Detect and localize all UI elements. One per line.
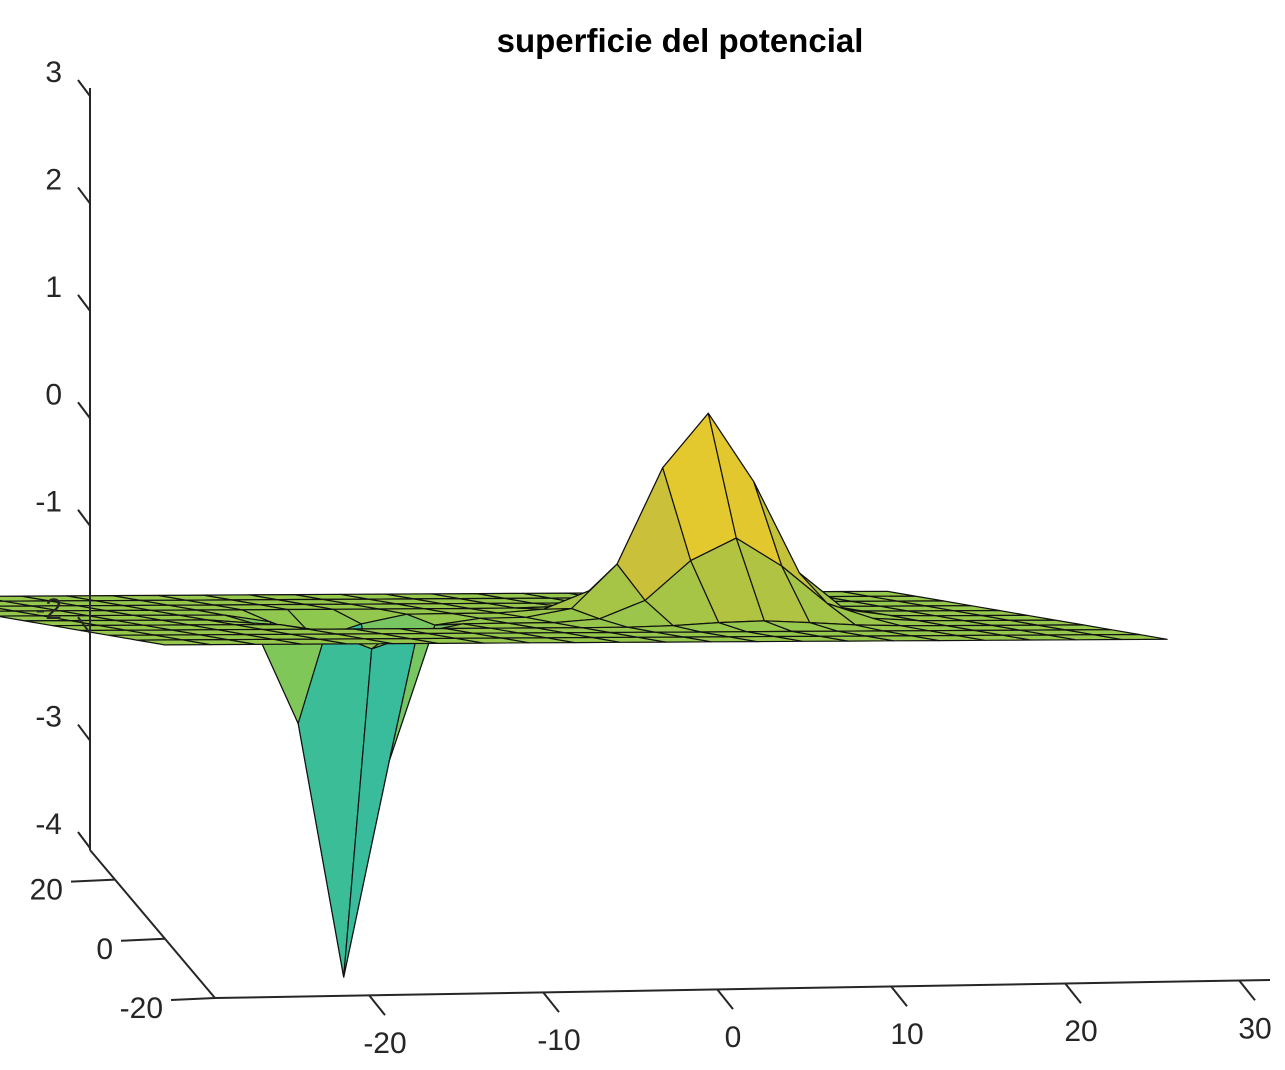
x-tick xyxy=(1064,982,1082,1004)
x-tick-label: 30 xyxy=(1238,1012,1271,1045)
surface-facet xyxy=(1092,633,1168,641)
z-tick-label: -3 xyxy=(35,701,62,734)
z-tick xyxy=(77,831,91,849)
z-tick xyxy=(77,723,91,742)
z-tick xyxy=(77,186,91,205)
z-tick-label: 2 xyxy=(45,163,62,196)
x-tick xyxy=(542,991,560,1013)
z-tick-label: 1 xyxy=(45,271,62,304)
z-tick-label: -4 xyxy=(35,808,62,841)
x-tick xyxy=(890,985,908,1007)
z-tick-label: 0 xyxy=(45,378,62,411)
z-tick xyxy=(77,509,91,527)
surface-layer xyxy=(0,412,1168,978)
x-tick-label: 0 xyxy=(725,1021,742,1054)
chart-title: superficie del potencial xyxy=(497,22,864,59)
y-axis-line xyxy=(89,849,216,999)
z-tick xyxy=(77,79,91,97)
z-tick xyxy=(77,616,91,634)
z-tick xyxy=(77,294,91,312)
x-tick-label: -20 xyxy=(363,1027,406,1060)
x-tick xyxy=(1238,979,1256,1001)
x-tick-label: -10 xyxy=(537,1024,580,1057)
x-tick xyxy=(368,994,386,1016)
x-tick-label: 20 xyxy=(1064,1015,1097,1048)
y-tick xyxy=(120,937,166,942)
z-tick xyxy=(77,401,91,419)
x-axis-line xyxy=(214,979,1271,999)
x-tick-label: 10 xyxy=(890,1018,923,1051)
z-tick-label: -2 xyxy=(35,593,62,626)
y-tick-label: 20 xyxy=(30,874,63,907)
x-tick xyxy=(716,988,734,1010)
y-tick-label: 0 xyxy=(96,933,113,966)
z-tick-label: 3 xyxy=(45,56,62,89)
y-tick xyxy=(70,878,116,883)
y-tick-label: -20 xyxy=(120,992,163,1025)
y-tick xyxy=(170,997,216,1001)
z-tick-label: -1 xyxy=(35,486,62,519)
